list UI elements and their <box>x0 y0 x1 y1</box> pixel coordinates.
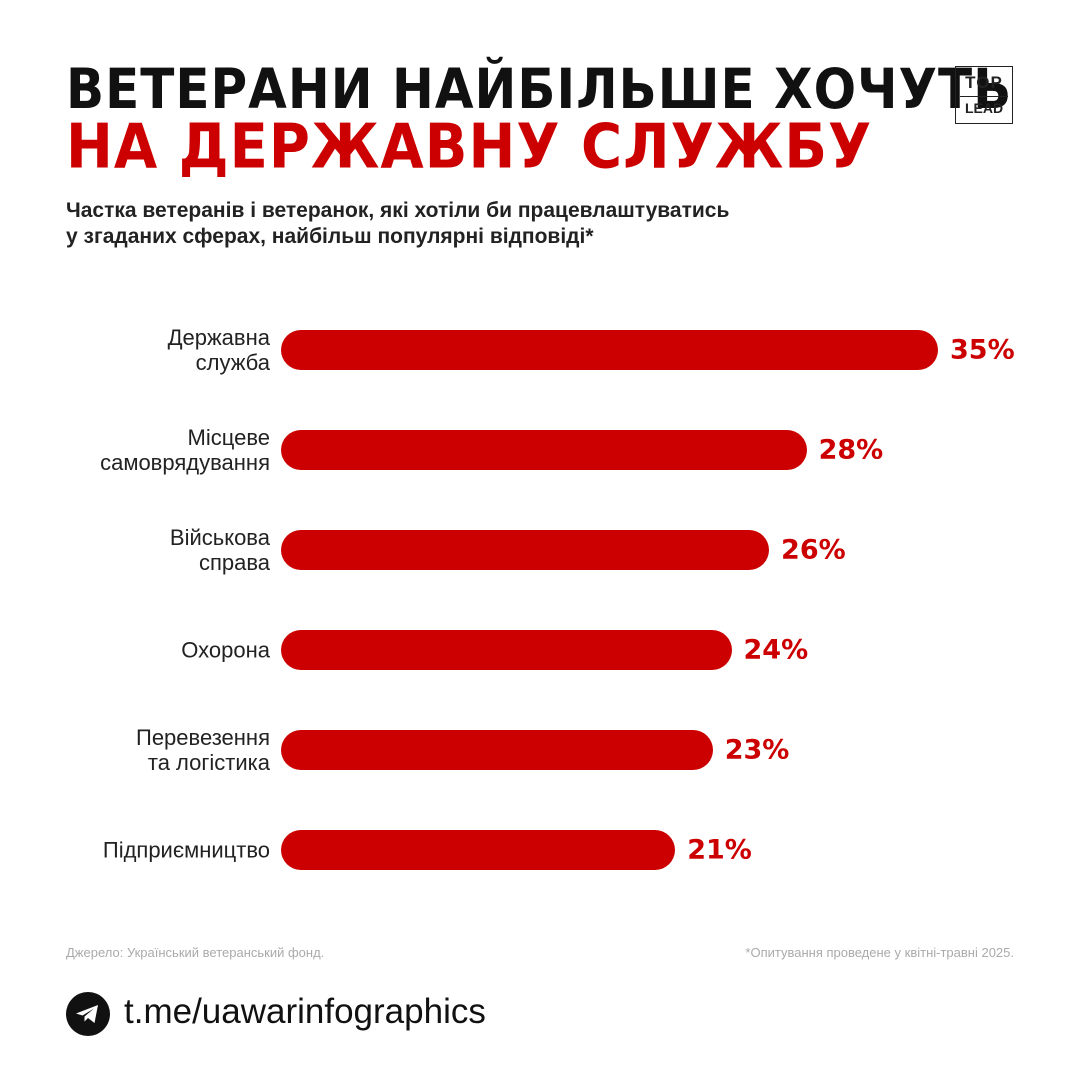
value-label: 26% <box>781 534 846 566</box>
subtitle: Частка ветеранів і ветеранок, які хотіли… <box>66 199 730 248</box>
bar <box>281 730 713 770</box>
value-label: 21% <box>687 834 752 866</box>
logo-top: TOP <box>965 73 1003 92</box>
category-label: Військова справа <box>169 525 270 575</box>
category-label: Перевезення та логістика <box>136 725 270 775</box>
category-label: Підприємництво <box>102 837 270 863</box>
logo-bottom: LEAD <box>960 96 1008 116</box>
telegram-icon <box>66 992 110 1036</box>
category-label: Охорона <box>181 637 270 663</box>
category-label: Місцеве самоврядування <box>100 425 270 475</box>
bar <box>281 430 807 470</box>
value-label: 28% <box>818 434 884 466</box>
value-label: 23% <box>724 734 790 766</box>
value-label: 35% <box>950 334 1015 366</box>
logo: TOP LEAD <box>955 66 1013 124</box>
source: Джерело: Український ветеранський фонд. <box>66 945 325 960</box>
footnote: *Опитування проведене у квітні-травні 20… <box>745 945 1014 960</box>
bar <box>281 330 938 370</box>
title: ВЕТЕРАНИ НАЙБІЛЬШЕ ХОЧУТЬ <box>66 57 1013 122</box>
link[interactable]: t.me/uawarinfographics <box>124 992 486 1031</box>
category-label: Державна служба <box>167 325 270 375</box>
bar <box>281 530 770 570</box>
bar <box>281 830 676 870</box>
title-highlight: НА ДЕРЖАВНУ СЛУЖБУ <box>66 111 873 183</box>
value-label: 24% <box>743 634 809 666</box>
bar <box>281 630 732 670</box>
